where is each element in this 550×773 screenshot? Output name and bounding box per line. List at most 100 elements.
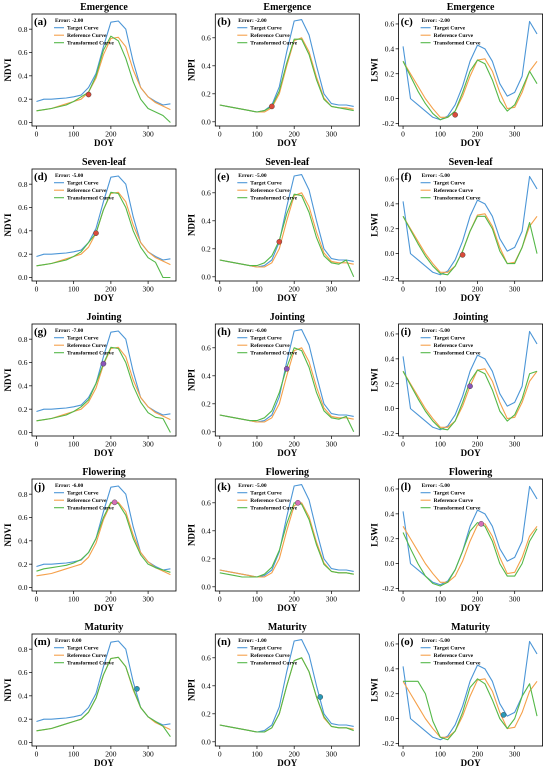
x-tick-label: 0 (401, 440, 405, 449)
y-tick-label: 0.8 (18, 645, 28, 654)
y-tick-label: 0.6 (385, 640, 395, 649)
panel-label: (h) (217, 326, 231, 338)
target-curve-line (402, 640, 538, 741)
y-tick-label: 0.4 (385, 199, 395, 208)
x-tick-label: 100 (68, 595, 80, 604)
transformed-curve-line (36, 501, 171, 573)
x-tick-label: 200 (289, 750, 301, 759)
y-tick-label: 0.2 (385, 69, 395, 78)
x-tick-label: 200 (289, 440, 301, 449)
y-tick-label: 0.0 (201, 737, 211, 746)
series-group (36, 175, 171, 279)
x-tick-label: 300 (326, 750, 338, 759)
y-tick-label: 0.8 (18, 490, 28, 499)
legend-entry: Transformed Curve (67, 196, 114, 202)
series-group (219, 19, 354, 113)
reference-curve-line (36, 501, 171, 577)
x-tick-label: 100 (251, 750, 263, 759)
chart-title: Emergence (80, 2, 128, 13)
legend-entry: Reference Curve (250, 33, 290, 39)
x-tick-label: 300 (142, 440, 154, 449)
y-tick-label: 0.6 (201, 33, 211, 42)
x-tick-label: 0 (35, 750, 39, 759)
panel-label: (l) (401, 481, 412, 493)
x-axis-label: DOY (94, 448, 115, 458)
chart-title: Jointing (453, 312, 488, 323)
x-tick-label: 100 (435, 440, 447, 449)
panel-label: (j) (34, 481, 45, 493)
y-tick-label: 0.4 (18, 536, 28, 545)
legend-entry: Target Curve (67, 336, 99, 342)
x-axis-label: DOY (277, 138, 298, 148)
legend-entry: Reference Curve (67, 653, 107, 659)
x-tick-label: 100 (68, 130, 80, 139)
x-axis-label: DOY (94, 758, 115, 768)
y-tick-label: 0.6 (385, 20, 395, 29)
y-tick-label: 0.6 (18, 203, 28, 212)
error-value: Error: -2.00 (422, 18, 451, 24)
y-tick-label: 0.4 (201, 371, 211, 380)
y-tick-label: 0.4 (201, 681, 211, 690)
legend-entry: Transformed Curve (67, 351, 114, 357)
stage-marker (459, 252, 466, 258)
y-tick-label: 0.4 (385, 664, 395, 673)
y-tick-label: 0.8 (18, 25, 28, 34)
y-tick-label: 0.0 (201, 427, 211, 436)
reference-curve-line (36, 36, 171, 112)
x-tick-label: 300 (142, 285, 154, 294)
x-tick-label: 200 (289, 130, 301, 139)
y-tick-label: 0.6 (201, 653, 211, 662)
series-group (402, 175, 538, 276)
y-tick-label: 0.4 (385, 354, 395, 363)
x-tick-label: 100 (251, 595, 263, 604)
legend-entry: Target Curve (250, 181, 282, 187)
error-value: Error: -5.00 (422, 483, 451, 489)
plot-frame (214, 633, 360, 747)
series-group (219, 639, 354, 733)
chart-panel: Jointing 0 100 200 300 -0.2 0.0 0.2 0.4 0.6 DOY LSW… (370, 312, 544, 458)
legend-entry: Transformed Curve (434, 351, 481, 357)
panel-label: (o) (401, 636, 414, 648)
y-tick-label: 0.0 (385, 714, 395, 723)
stage-marker (111, 499, 118, 506)
stage-marker (478, 521, 485, 527)
legend-entry: Transformed Curve (250, 661, 297, 667)
x-tick-label: 0 (401, 595, 405, 604)
series-group (402, 485, 538, 587)
error-value: Error: -1.00 (238, 638, 267, 644)
chart-title: Jointing (86, 312, 121, 323)
plot-frame (214, 13, 360, 127)
transformed-curve-line (219, 193, 355, 278)
y-tick-label: 0.6 (18, 48, 28, 57)
error-value: Error: -2.00 (238, 18, 267, 24)
legend-entry: Reference Curve (67, 188, 107, 194)
y-tick-label: 0.2 (18, 405, 28, 414)
y-tick-label: 0.6 (201, 343, 211, 352)
chart-panel: Flowering 0 100 200 300 0.0 0.2 0.4 0.6 DOY NDPI (k… (186, 467, 360, 613)
x-tick-label: 300 (326, 285, 338, 294)
legend-entry: Target Curve (250, 491, 282, 497)
reference-curve-line (402, 58, 538, 118)
panel-label: (d) (34, 171, 48, 183)
chart-title: Emergence (447, 2, 495, 13)
x-tick-label: 300 (509, 440, 520, 449)
y-tick-label: 0.4 (18, 381, 28, 390)
y-tick-label: 0.6 (18, 358, 28, 367)
series-group (402, 640, 538, 741)
y-tick-label: 0.2 (385, 534, 395, 543)
x-tick-label: 200 (105, 285, 117, 294)
stage-marker (134, 686, 140, 692)
x-tick-label: 100 (251, 130, 263, 139)
stage-marker (500, 712, 507, 718)
reference-curve-line (219, 37, 354, 113)
y-axis-label: NDVI (3, 213, 13, 236)
x-tick-label: 0 (218, 750, 222, 759)
x-tick-label: 0 (401, 750, 405, 759)
legend-entry: Target Curve (434, 26, 466, 32)
y-tick-label: 0.6 (201, 498, 211, 507)
x-tick-label: 0 (401, 285, 405, 294)
plot-frame (398, 13, 544, 127)
y-tick-label: 0.6 (18, 668, 28, 677)
y-tick-label: 0.0 (18, 273, 28, 282)
